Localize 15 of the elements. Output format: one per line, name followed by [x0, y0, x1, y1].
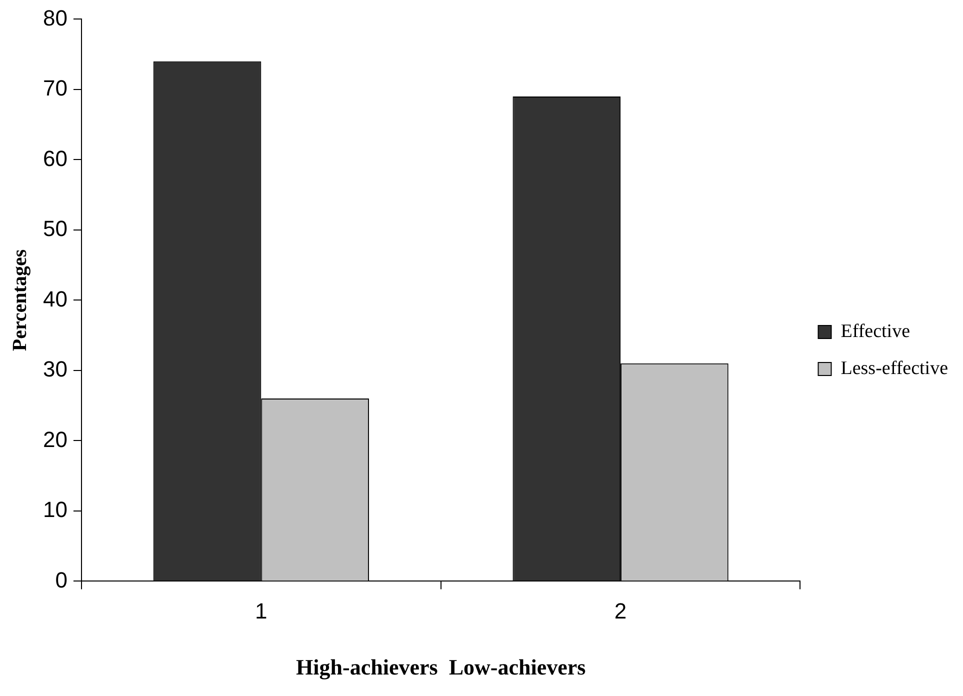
y-tick-label: 80	[42, 5, 68, 30]
y-tick-label: 60	[42, 146, 68, 171]
legend-label: Less-effective	[840, 358, 948, 379]
y-tick-label: 50	[42, 216, 68, 242]
y-tick-label: 30	[42, 356, 68, 382]
x-tick-label: 1	[255, 598, 268, 624]
x-tick-label: 2	[614, 598, 627, 624]
y-tick-label: 20	[42, 426, 68, 452]
legend-label: Effective	[840, 320, 910, 342]
y-tick-label: 10	[42, 497, 68, 522]
x-axis-title: High-achievers Low-achievers	[296, 654, 586, 680]
y-tick-label: 70	[42, 76, 68, 101]
y-tick-label: 0	[55, 567, 68, 592]
y-tick-label: 40	[42, 286, 68, 312]
y-axis-title: Percentages	[9, 249, 32, 352]
